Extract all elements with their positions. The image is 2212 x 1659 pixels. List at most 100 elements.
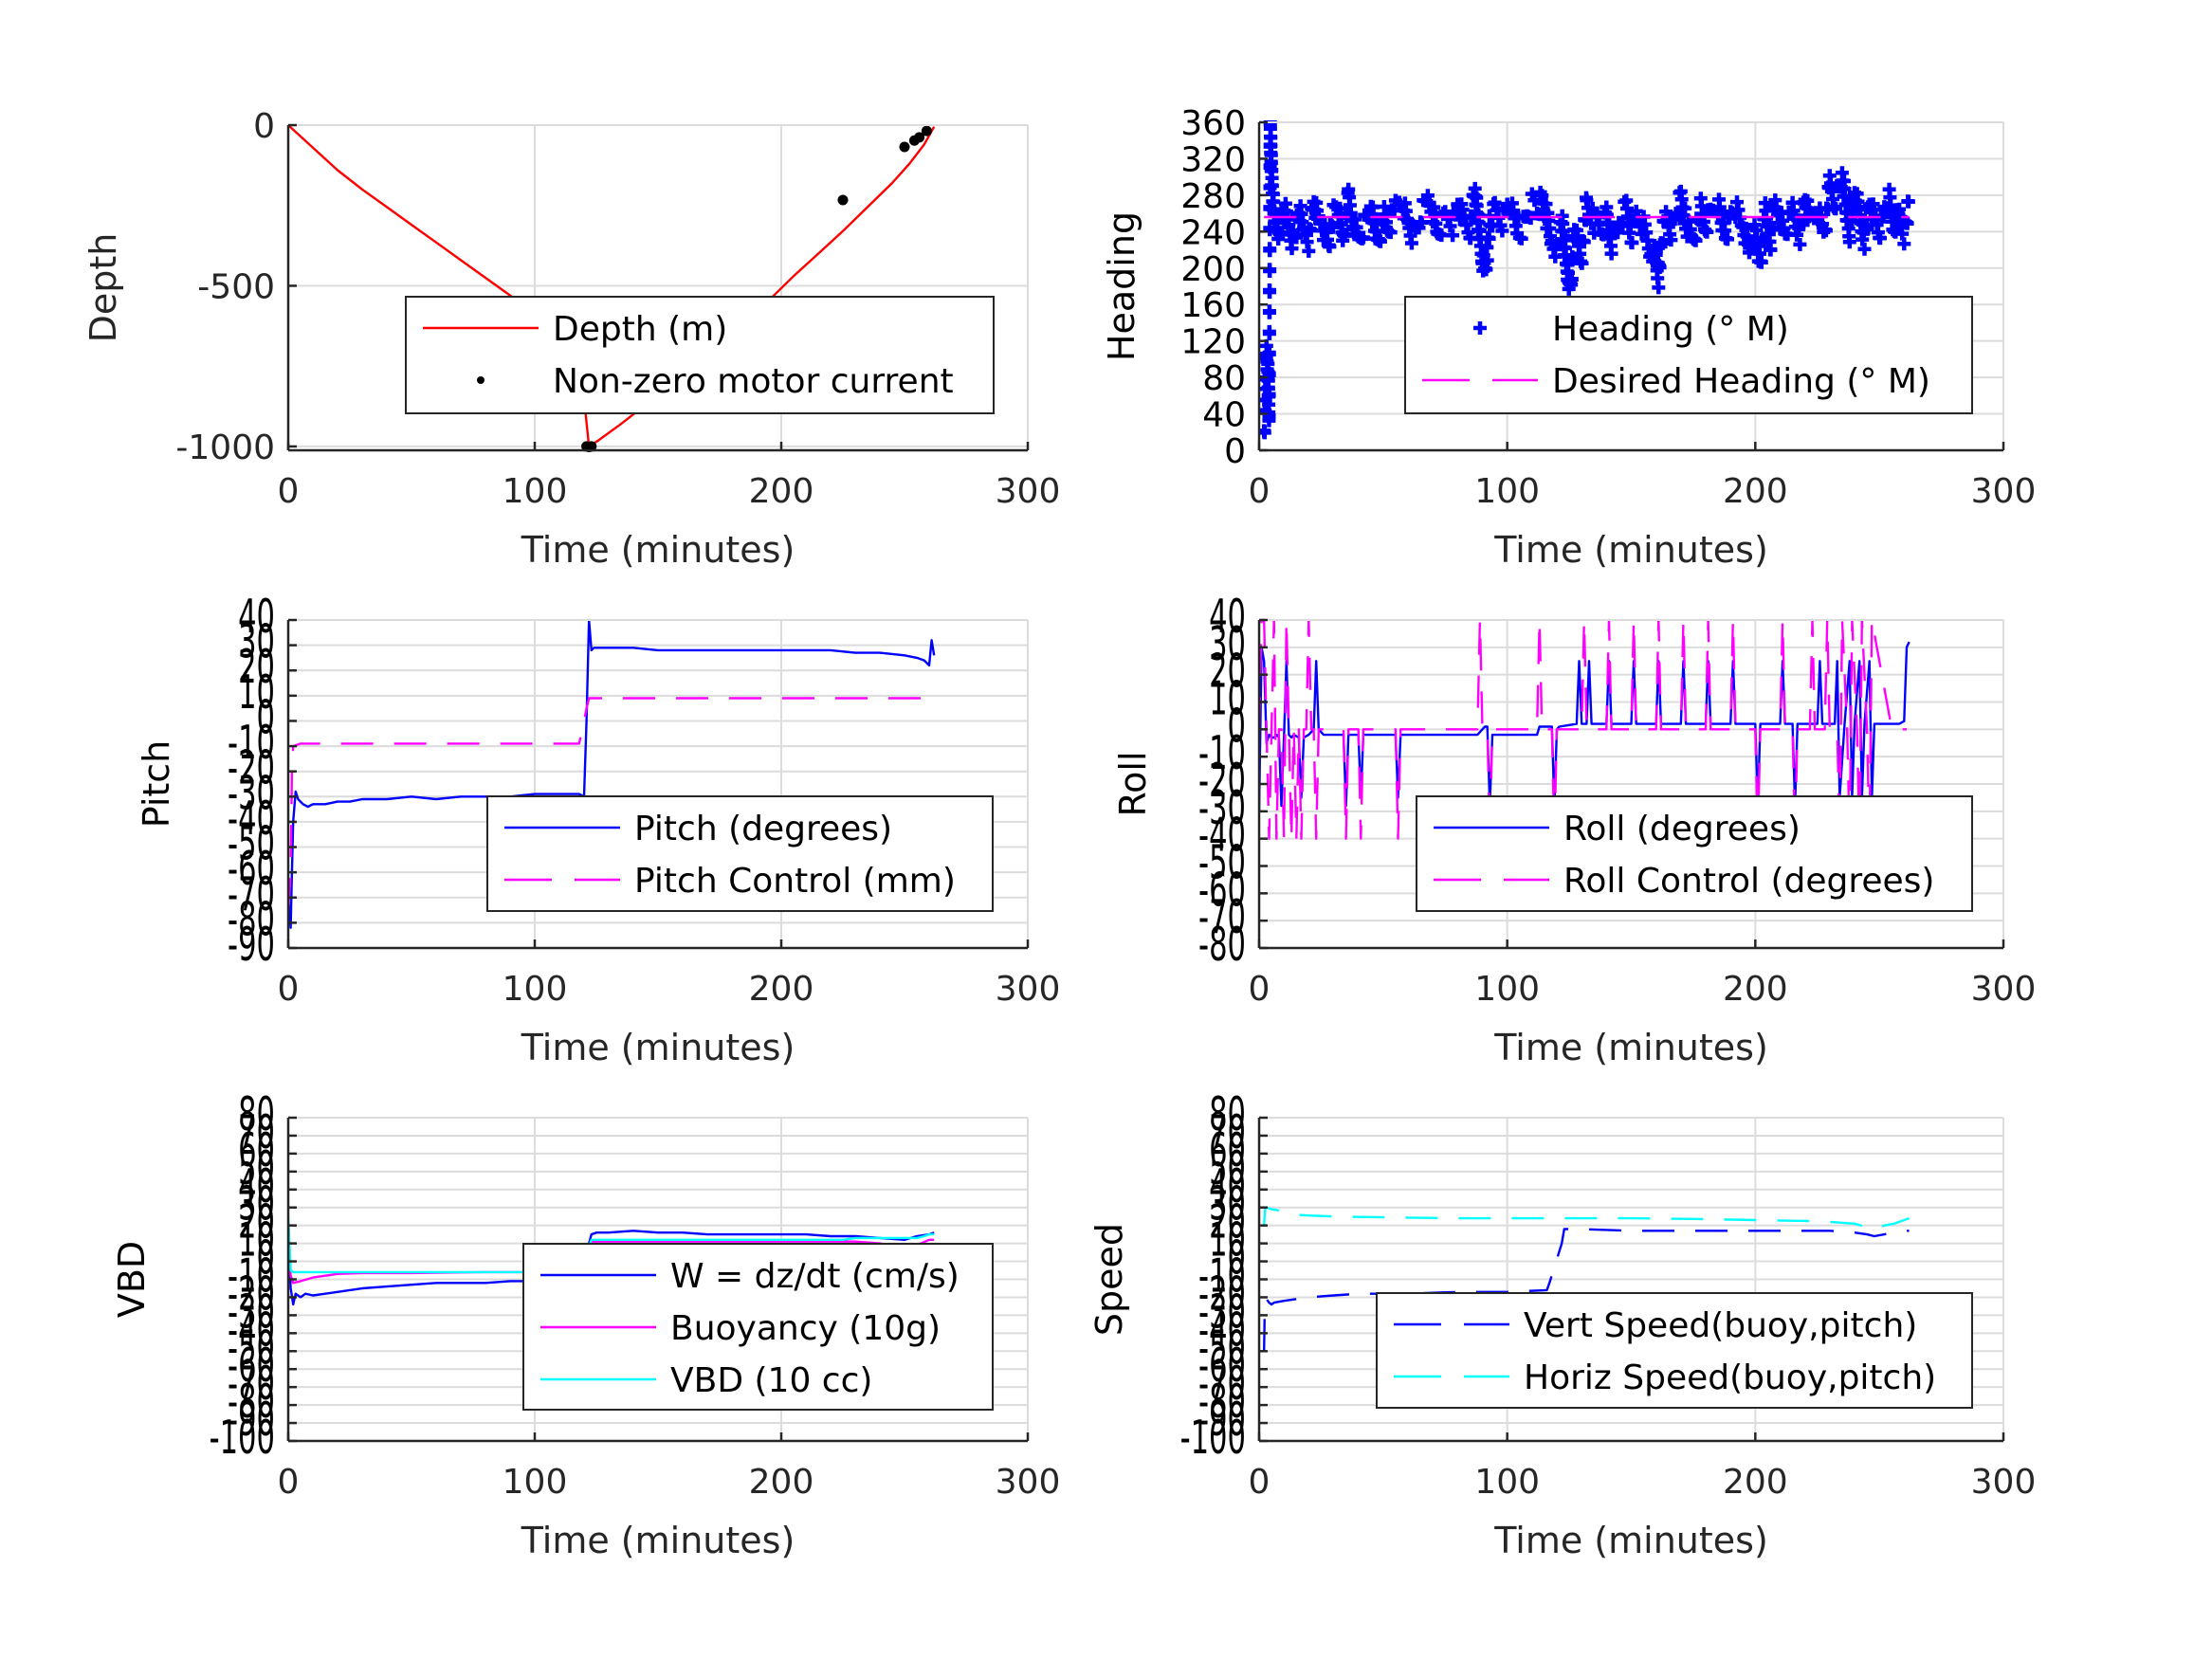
legend: Vert Speed(buoy,pitch) Horiz Speed(buoy,p… <box>1376 1292 1973 1409</box>
x-tick-label: 0 <box>1249 970 1271 1009</box>
y-tick-label: -60 <box>1198 1339 1246 1393</box>
x-tick-label: 300 <box>1971 472 2037 511</box>
y-tick-label: 70 <box>1209 1104 1246 1158</box>
x-tick-label: 0 <box>1249 1463 1271 1502</box>
y-tick-label: 50 <box>238 1140 275 1194</box>
chart-heading: 0 100 200 30004080120160200240280320360Time… <box>1101 104 2036 571</box>
legend-label: Non-zero motor current <box>553 362 954 401</box>
legend-item: Roll Control (degrees) <box>1434 862 1934 901</box>
legend-label: Vert Speed(buoy,pitch) <box>1524 1306 1917 1345</box>
y-tick-label: 60 <box>1209 1122 1246 1176</box>
legend-item: Buoyancy (10g) <box>540 1309 941 1348</box>
y-tick-label: 50 <box>1209 1140 1246 1194</box>
legend-box <box>1416 795 1973 912</box>
legend-label: Buoyancy (10g) <box>670 1309 941 1348</box>
y-axis-label: Pitch <box>136 740 177 829</box>
x-axis-label: Time (minutes) <box>1493 1027 1768 1068</box>
y-tick-label: -50 <box>1198 1321 1246 1375</box>
x-tick-label: 300 <box>996 472 1061 511</box>
series-group <box>1259 120 1915 440</box>
legend: Depth (m) Non-zero motor current <box>405 296 995 414</box>
y-tick-label: 160 <box>1180 286 1246 325</box>
y-tick-label: -20 <box>1198 754 1246 808</box>
legend-box <box>1404 296 1973 414</box>
x-tick-label: 100 <box>1474 970 1540 1009</box>
series-roll-control-degrees <box>1259 618 1907 840</box>
x-axis-label: Time (minutes) <box>521 1027 795 1068</box>
legend-label: VBD (10 cc) <box>670 1361 872 1400</box>
y-tick-label: -70 <box>228 1357 275 1411</box>
x-tick-label: 300 <box>996 1463 1061 1502</box>
y-tick-label: 40 <box>1209 1158 1246 1212</box>
y-tick-label: -20 <box>228 1267 275 1321</box>
legend-label: Pitch Control (mm) <box>634 862 956 901</box>
legend-item: Desired Heading (° M) <box>1422 362 1930 401</box>
data-point <box>914 132 925 143</box>
x-tick-label: 300 <box>1971 1463 2037 1502</box>
legend-box <box>1376 1292 1973 1409</box>
y-axis-label: Roll <box>1112 751 1154 816</box>
y-tick-label: 200 <box>1180 250 1246 289</box>
y-tick-label: 10 <box>238 665 275 719</box>
y-tick-label: 30 <box>238 1176 275 1231</box>
x-tick-label: 300 <box>1971 970 2037 1009</box>
y-tick-label: -60 <box>1198 863 1246 917</box>
y-tick-label: 60 <box>238 1122 275 1176</box>
y-tick-label: 280 <box>1180 177 1246 216</box>
legend-label: Horiz Speed(buoy,pitch) <box>1524 1358 1936 1397</box>
y-tick-label: -10 <box>228 716 275 770</box>
data-point <box>921 125 932 137</box>
legend-item: Horiz Speed(buoy,pitch) <box>1394 1358 1936 1397</box>
legend: Pitch (degrees) Pitch Control (mm) <box>486 795 994 912</box>
y-tick-label: -90 <box>228 918 275 972</box>
legend-label: Depth (m) <box>553 310 727 349</box>
legend-item: Roll (degrees) <box>1434 810 1801 848</box>
y-tick-label: -40 <box>1198 808 1246 862</box>
y-tick-label: 240 <box>1180 213 1246 252</box>
y-tick-label: 30 <box>1209 1176 1246 1231</box>
y-tick-label: 320 <box>1180 140 1246 179</box>
y-tick-label: 10 <box>238 1212 275 1267</box>
legend: Heading (° M) Desired Heading (° M) <box>1404 296 1973 414</box>
y-tick-label: -60 <box>228 842 275 896</box>
series-vbd-10-cc <box>288 1216 935 1274</box>
y-tick-label: -500 <box>197 267 275 306</box>
legend-swatch-dot <box>477 376 484 384</box>
y-tick-label: -80 <box>1198 1375 1246 1429</box>
legend-box <box>486 795 994 912</box>
x-tick-label: 300 <box>996 970 1061 1009</box>
y-tick-label: -30 <box>1198 1285 1246 1339</box>
y-tick-label: -40 <box>228 791 275 845</box>
y-tick-label: -50 <box>228 1321 275 1375</box>
y-tick-label: -70 <box>228 866 275 921</box>
y-tick-label: -30 <box>1198 780 1246 834</box>
y-tick-label: -10 <box>1198 1249 1246 1303</box>
x-tick-label: 200 <box>1723 472 1788 511</box>
y-tick-label: 0 <box>1228 1231 1246 1285</box>
legend-label: Roll (degrees) <box>1563 810 1801 848</box>
legend-item: Pitch (degrees) <box>504 810 892 848</box>
y-tick-label: 30 <box>1209 616 1246 670</box>
y-tick-label: -90 <box>1198 1393 1246 1447</box>
x-tick-label: 100 <box>503 970 568 1009</box>
y-tick-label: 20 <box>1209 1194 1246 1249</box>
chart-roll: 0 100 200 300403020100-10-20-30-40-50-60-70… <box>1112 590 2036 1068</box>
series-horiz-speed-buoy-pitch <box>1263 1206 1910 1231</box>
y-tick-label: -40 <box>1198 1303 1246 1357</box>
y-tick-label: -10 <box>1198 726 1246 780</box>
legend-label: Desired Heading (° M) <box>1552 362 1930 401</box>
x-tick-label: 0 <box>278 472 300 511</box>
y-tick-label: -30 <box>228 1285 275 1339</box>
series-heading-m <box>1259 120 1915 440</box>
y-tick-label: -70 <box>1198 1357 1246 1411</box>
y-tick-label: 0 <box>253 107 275 146</box>
series-vert-speed-buoy-pitch <box>1263 1228 1910 1352</box>
y-tick-label: 40 <box>1202 396 1246 435</box>
x-tick-label: 200 <box>749 1463 814 1502</box>
y-tick-label: -100 <box>1180 1411 1246 1465</box>
y-axis-label: Depth <box>82 233 124 343</box>
x-axis-label: Time (minutes) <box>521 1520 795 1561</box>
legend-item: W = dz/dt (cm/s) <box>540 1257 960 1296</box>
x-tick-label: 100 <box>1474 472 1540 511</box>
